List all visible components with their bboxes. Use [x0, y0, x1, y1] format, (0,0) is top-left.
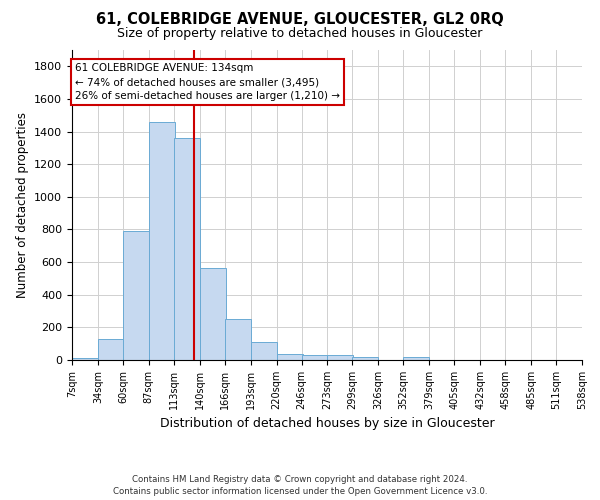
Bar	[225, 319, 251, 360]
Bar	[328, 356, 353, 360]
Bar	[403, 356, 429, 360]
Y-axis label: Number of detached properties: Number of detached properties	[16, 112, 29, 298]
X-axis label: Distribution of detached houses by size in Gloucester: Distribution of detached houses by size …	[160, 418, 494, 430]
Bar	[72, 358, 98, 360]
Text: 61, COLEBRIDGE AVENUE, GLOUCESTER, GL2 0RQ: 61, COLEBRIDGE AVENUE, GLOUCESTER, GL2 0…	[96, 12, 504, 28]
Bar	[277, 354, 302, 360]
Bar	[200, 268, 226, 360]
Text: 61 COLEBRIDGE AVENUE: 134sqm
← 74% of detached houses are smaller (3,495)
26% of: 61 COLEBRIDGE AVENUE: 134sqm ← 74% of de…	[75, 63, 340, 101]
Bar	[174, 138, 200, 360]
Bar	[123, 231, 149, 360]
Bar	[251, 342, 277, 360]
Bar	[149, 122, 175, 360]
Text: Contains HM Land Registry data © Crown copyright and database right 2024.
Contai: Contains HM Land Registry data © Crown c…	[113, 474, 487, 496]
Text: Size of property relative to detached houses in Gloucester: Size of property relative to detached ho…	[118, 28, 482, 40]
Bar	[98, 339, 124, 360]
Bar	[352, 357, 379, 360]
Bar	[302, 355, 328, 360]
